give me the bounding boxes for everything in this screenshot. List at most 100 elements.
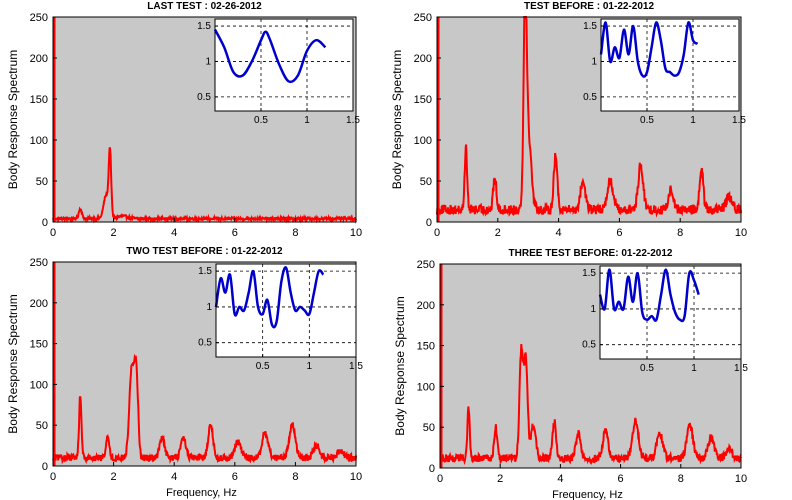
inset-x-tick-label: 0.5	[640, 115, 654, 126]
y-tick-label: 100	[30, 379, 48, 391]
y-tick-label: 250	[417, 259, 435, 271]
y-tick-label: 200	[414, 53, 432, 65]
inset-x-tick-label: 1.5	[732, 115, 746, 126]
y-axis-label: Body Response Spectrum	[6, 294, 20, 433]
y-tick-label: 250	[30, 257, 48, 269]
inset-chart: 0.5 1 1.5 0.5 1 1.5	[198, 263, 363, 372]
x-tick-label: 4	[171, 471, 177, 483]
y-tick-label: 100	[414, 135, 432, 147]
y-tick-label: 50	[420, 176, 432, 188]
y-tick-label: 0	[42, 461, 48, 473]
inset-y-tick-label: 0.5	[583, 92, 597, 103]
x-axis-label: Frequency, Hz	[552, 489, 623, 500]
y-tick-label: 150	[30, 339, 48, 351]
inset-y-tick-label: 1	[206, 302, 212, 313]
inset-chart: 0.5 1 1.5 0.5 1 1.5	[582, 265, 748, 374]
inset-x-tick-label: 0.5	[256, 361, 270, 372]
y-tick-label: 50	[36, 420, 48, 432]
inset-y-tick-label: 1.5	[583, 21, 597, 32]
inset-x-tick-label: 1.5	[734, 363, 748, 374]
plot-frame	[439, 263, 742, 469]
x-tick-label: 2	[111, 227, 117, 239]
inset-x-tick-label: 1	[304, 115, 310, 126]
inset-y-tick-label: 0.5	[197, 92, 211, 103]
x-tick-label: 10	[735, 227, 747, 239]
x-tick-label: 6	[232, 471, 238, 483]
x-tick-label: 6	[232, 227, 238, 239]
inset-x-tick-label: 0.5	[640, 363, 654, 374]
plot-frame	[52, 261, 357, 467]
inset-area	[215, 263, 357, 358]
y-tick-label: 100	[30, 135, 48, 147]
chart-title: THREE TEST BEFORE: 01-22-2012	[509, 248, 673, 259]
inset-area	[599, 265, 742, 360]
inset-frame	[599, 265, 742, 360]
y-tick-label: 150	[417, 341, 435, 353]
inset-y-tick-label: 1.5	[582, 268, 596, 279]
inset-x-tick-label: 0.5	[254, 115, 268, 126]
inset-line	[213, 29, 327, 84]
inset-line	[599, 21, 699, 78]
inset-chart: 0.5 1 1.5 0.5 1 1.5	[583, 18, 746, 126]
chart-title: TEST BEFORE : 01-22-2012	[524, 1, 654, 12]
y-tick-label: 200	[30, 53, 48, 65]
inset-x-tick-label: 1	[307, 361, 313, 372]
plot-frame	[436, 16, 742, 223]
spectrum-line	[52, 353, 357, 465]
x-tick-label: 0	[437, 473, 443, 485]
inset-y-tick-label: 1	[205, 56, 211, 67]
x-tick-label: 8	[292, 227, 298, 239]
x-tick-label: 4	[171, 227, 177, 239]
x-axis-label: Frequency, Hz	[166, 487, 237, 499]
inset-y-tick-label: 0.5	[198, 338, 212, 349]
y-axis-label: Body Response Spectrum	[390, 50, 404, 189]
spectrum-line	[439, 344, 742, 466]
inset-frame	[215, 263, 357, 358]
x-tick-label: 2	[497, 473, 503, 485]
x-tick-label: 0	[434, 227, 440, 239]
inset-chart: 0.5 1 1.5 0.5 1 1.5	[197, 18, 360, 126]
inset-frame	[600, 18, 740, 112]
x-tick-label: 8	[677, 227, 683, 239]
inset-x-tick-label: 1	[690, 115, 696, 126]
y-axis-label: Body Response Spectrum	[6, 50, 20, 189]
y-tick-label: 100	[417, 381, 435, 393]
inset-x-tick-label: 1.5	[346, 115, 360, 126]
y-tick-label: 150	[30, 94, 48, 106]
inset-y-tick-label: 1	[591, 56, 597, 67]
x-tick-label: 6	[616, 227, 622, 239]
x-tick-label: 10	[350, 471, 362, 483]
y-tick-label: 200	[30, 298, 48, 310]
x-tick-label: 2	[111, 471, 117, 483]
inset-frame	[214, 18, 354, 112]
y-tick-label: 250	[30, 12, 48, 24]
y-tick-label: 0	[42, 217, 48, 229]
y-tick-label: 50	[423, 422, 435, 434]
x-tick-label: 10	[735, 473, 747, 485]
inset-x-tick-label: 1.5	[349, 361, 363, 372]
inset-y-tick-label: 0.5	[582, 340, 596, 351]
inset-x-tick-label: 1	[691, 363, 697, 374]
x-tick-label: 10	[350, 227, 362, 239]
chart-title: LAST TEST : 02-26-2012	[147, 1, 262, 12]
spectrum-line	[436, 16, 742, 218]
inset-line	[214, 266, 325, 329]
y-tick-label: 0	[426, 217, 432, 229]
y-tick-label: 0	[429, 463, 435, 475]
x-tick-label: 6	[618, 473, 624, 485]
x-tick-label: 0	[50, 227, 56, 239]
x-tick-label: 2	[495, 227, 501, 239]
y-tick-label: 150	[414, 94, 432, 106]
inset-y-tick-label: 1.5	[198, 266, 212, 277]
x-tick-label: 8	[678, 473, 684, 485]
inset-y-tick-label: 1	[590, 304, 596, 315]
chart-title: TWO TEST BEFORE : 01-22-2012	[126, 246, 283, 257]
y-tick-label: 50	[36, 176, 48, 188]
y-tick-label: 250	[414, 12, 432, 24]
x-tick-label: 8	[292, 471, 298, 483]
x-tick-label: 0	[50, 471, 56, 483]
